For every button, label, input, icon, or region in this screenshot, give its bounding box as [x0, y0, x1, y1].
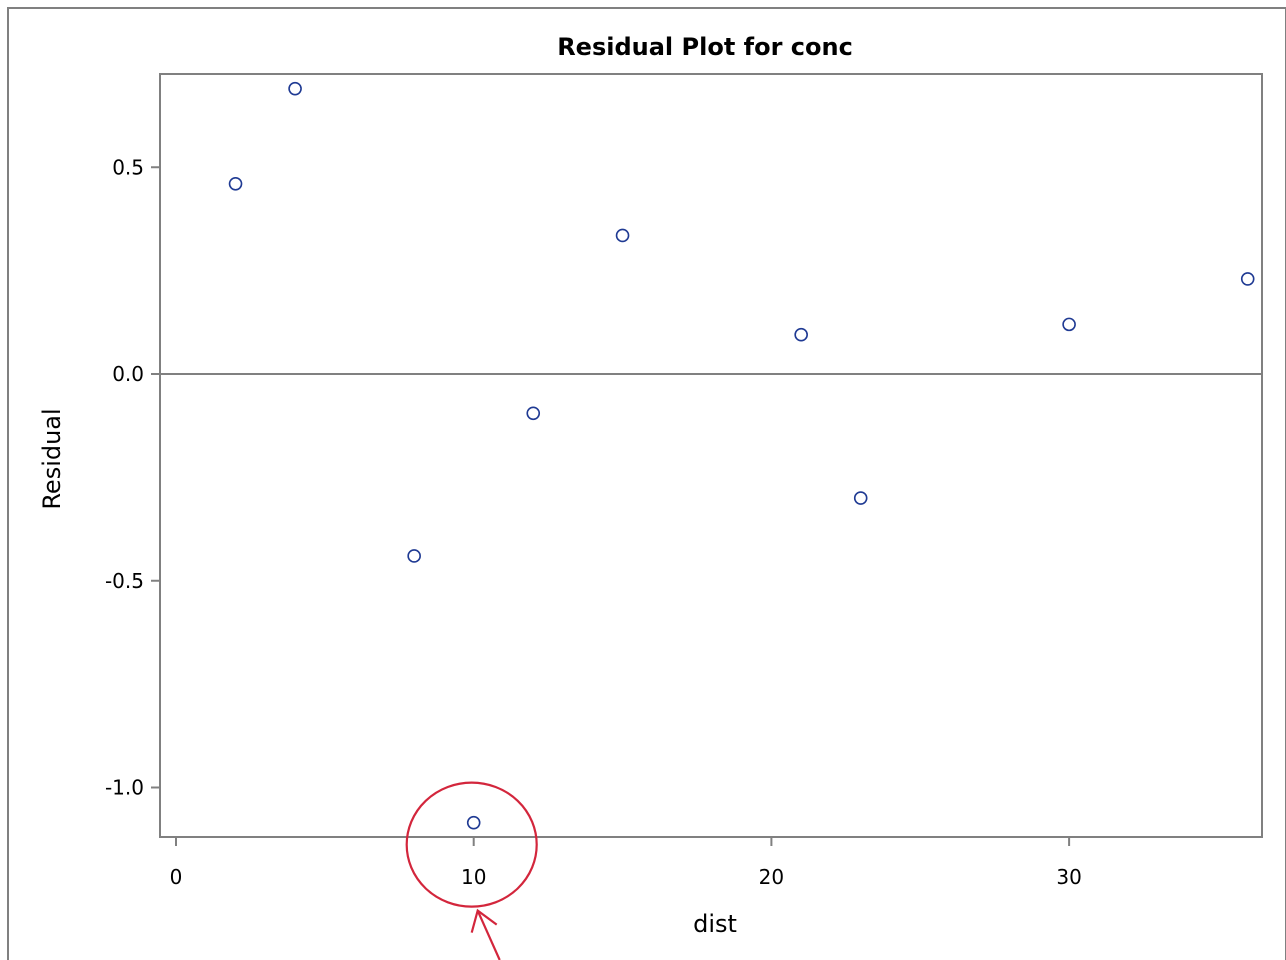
scatter-point — [853, 491, 868, 505]
x-axis-ticks: 0 10 20 30 — [170, 837, 1082, 889]
scatter-point — [615, 228, 630, 243]
y-tick-label: 0.0 — [112, 362, 144, 386]
y-tick-label: -0.5 — [105, 569, 144, 593]
scatter-point — [228, 176, 243, 191]
annotation-arrow-shaft — [476, 910, 501, 960]
x-tick-label: 30 — [1056, 865, 1081, 889]
scatter-point — [526, 406, 541, 421]
chart-title: Residual Plot for conc — [557, 33, 853, 61]
annotation-layer — [405, 781, 538, 960]
y-axis-ticks: 0.5 0.0 -0.5 -1.0 — [105, 155, 160, 800]
plot-area-frame — [159, 73, 1263, 838]
outer-frame — [7, 7, 1286, 960]
scatter-point — [407, 549, 421, 563]
x-tick-label: 20 — [759, 865, 784, 889]
scatter-point — [1240, 272, 1255, 286]
highlight-circle — [405, 781, 538, 908]
scatter-point — [288, 81, 302, 96]
x-tick-label: 10 — [461, 865, 486, 889]
y-tick-label: 0.5 — [112, 155, 144, 179]
y-tick-label: -1.0 — [105, 776, 144, 800]
scatter-point — [1062, 317, 1076, 332]
scatter-points — [228, 81, 1255, 830]
y-axis-label: Residual — [38, 408, 66, 509]
scatter-point — [794, 327, 808, 342]
scatter-point — [466, 815, 481, 830]
annotation-arrow-head — [470, 908, 498, 933]
x-tick-label: 0 — [170, 865, 183, 889]
x-axis-label: dist — [693, 910, 737, 938]
